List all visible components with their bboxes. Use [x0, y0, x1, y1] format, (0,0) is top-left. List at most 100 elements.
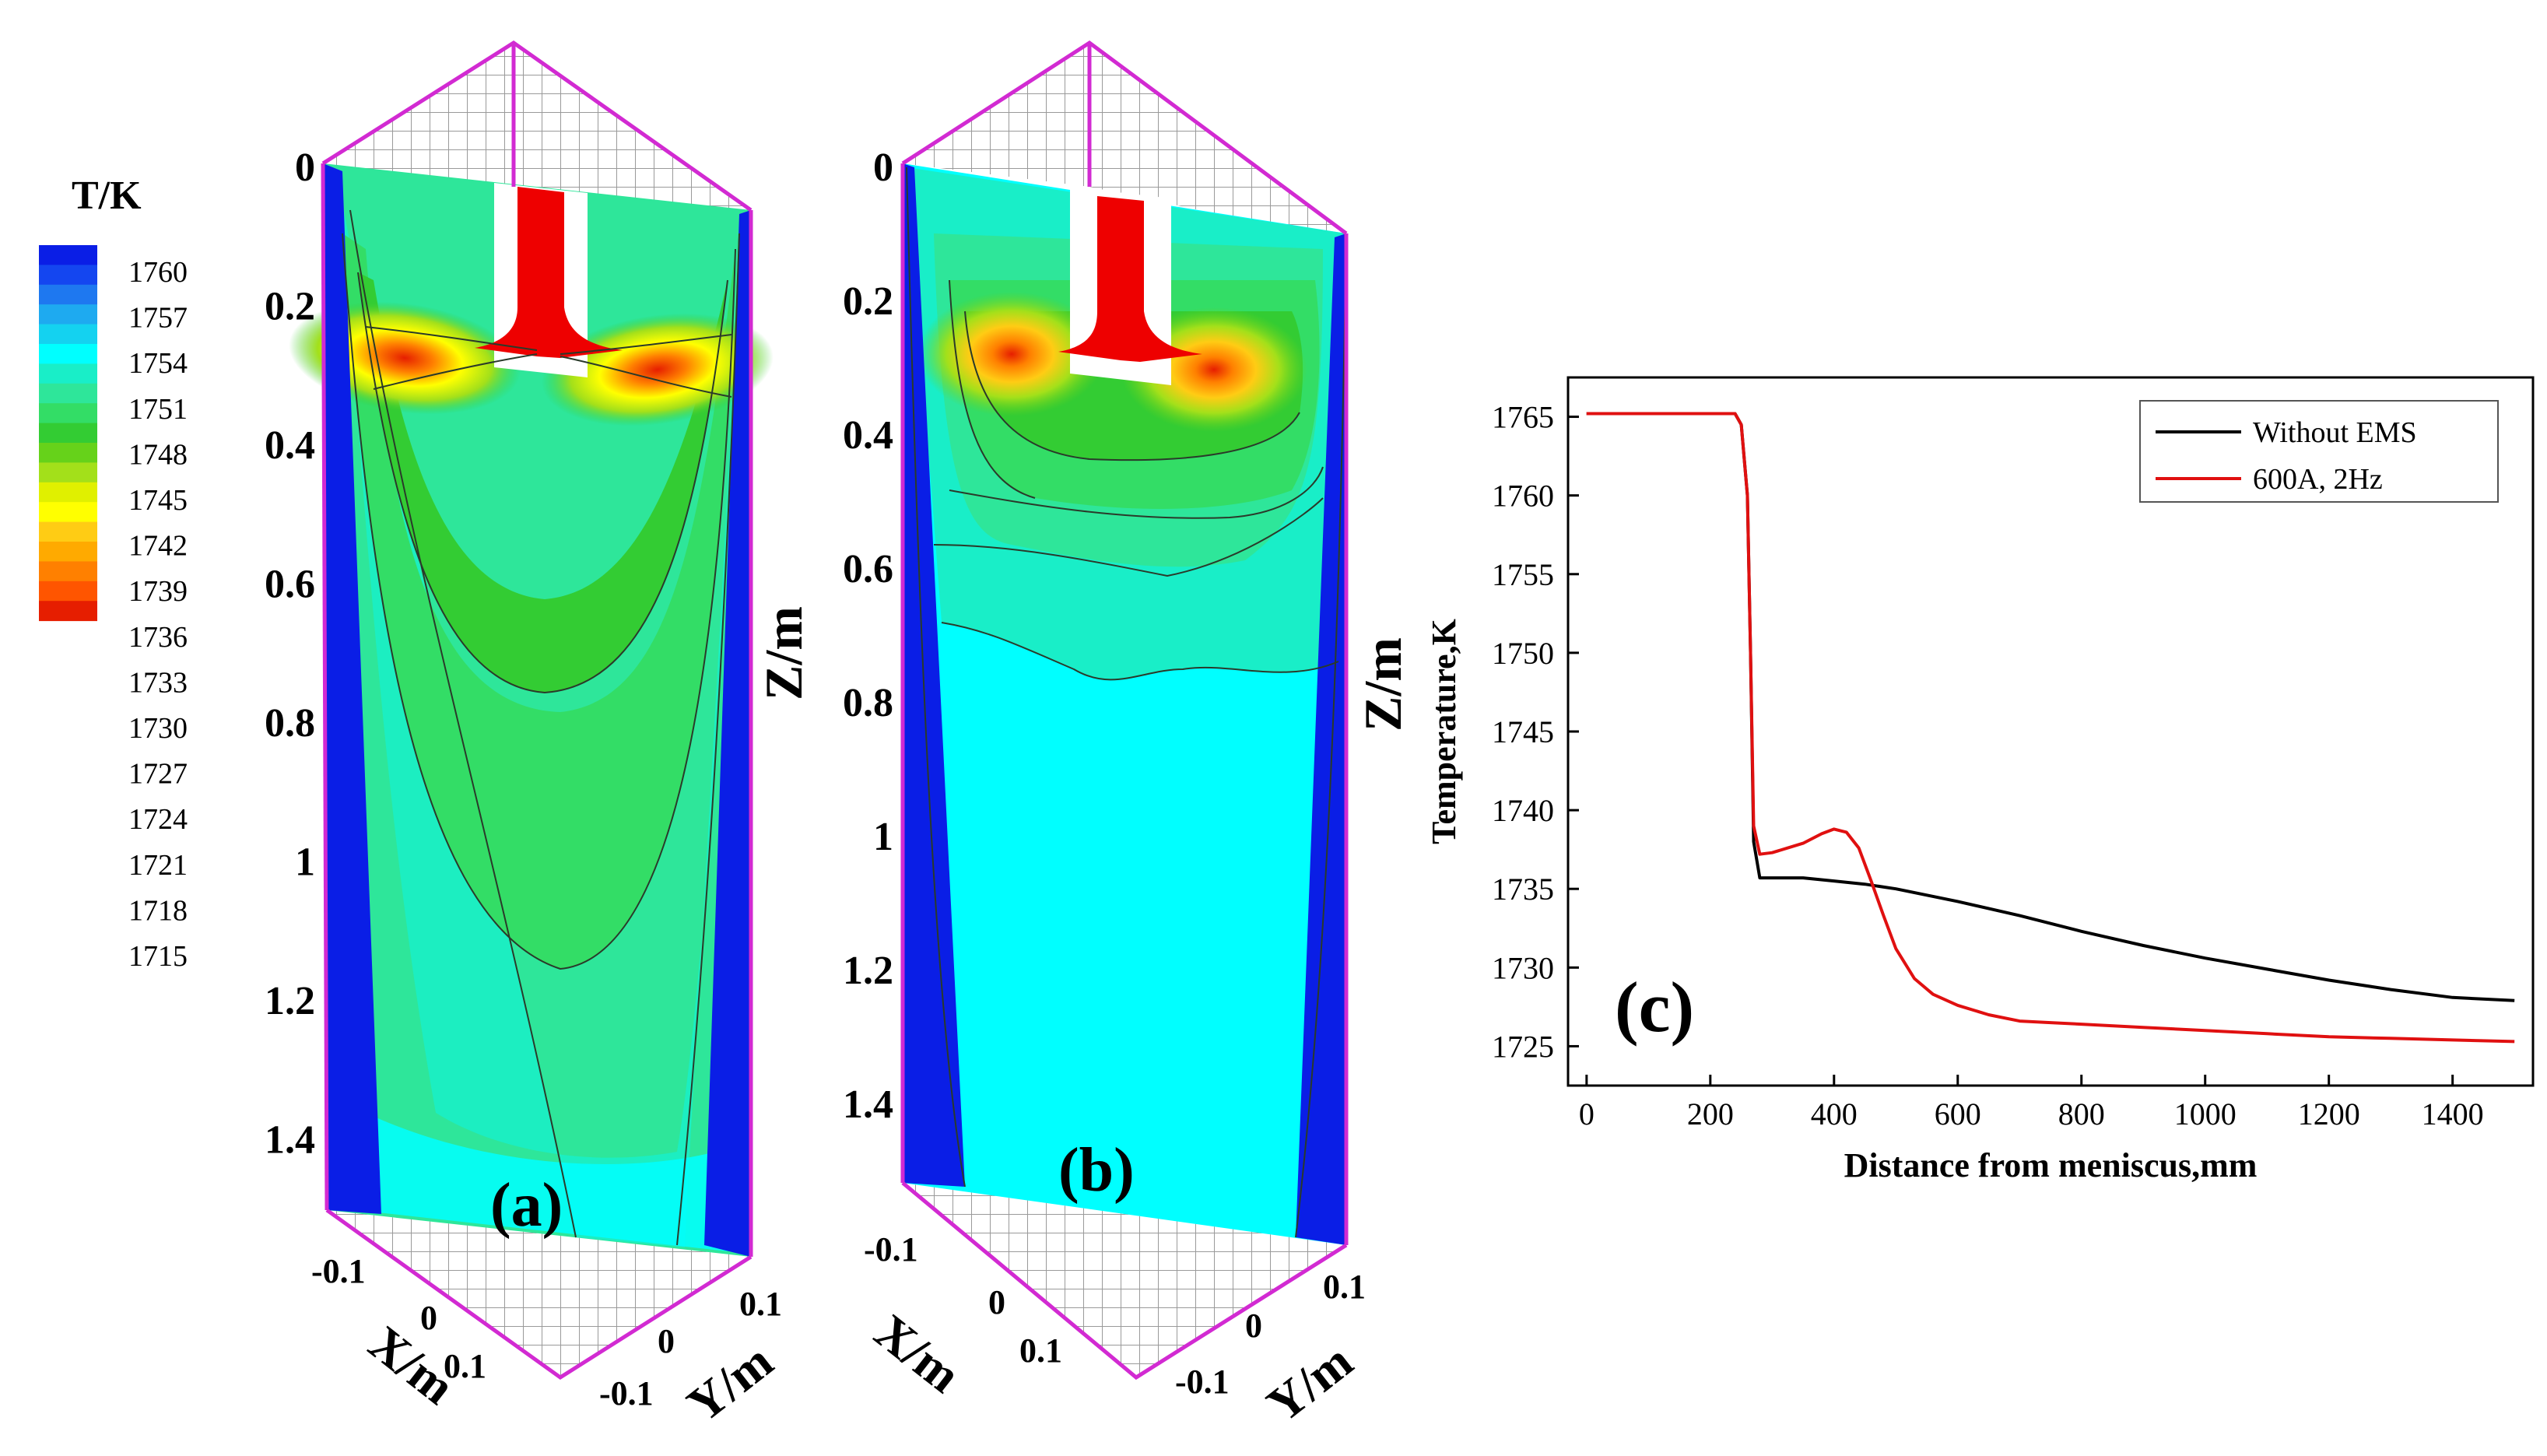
legend-title: T/K: [72, 174, 142, 218]
legend-label: 1742: [128, 530, 188, 563]
panel-b-shell-left: [903, 163, 965, 1187]
panel-a-shell-left: [323, 163, 381, 1214]
legend-label: 1730: [128, 712, 188, 745]
y-tick-label: 1740: [1492, 793, 1554, 828]
panel-a-label: (a): [490, 1171, 563, 1240]
x-tick-label: 1000: [2174, 1096, 2237, 1131]
legend-label: 1739: [128, 575, 188, 608]
panel-a-x-tick-2: 0.1: [444, 1347, 486, 1385]
legend-label: 1733: [128, 666, 188, 699]
panel-c-line-chart: 0 200 400 600 800 1000 1200 1400 1725 1730 1735 174…: [1425, 376, 2535, 1184]
panel-b-top-grid-left: [903, 43, 1089, 187]
legend-label: 1715: [128, 940, 188, 973]
panel-a-nozzle: [475, 187, 623, 358]
chart-legend: Without EMS 600A, 2Hz: [2139, 400, 2499, 503]
panel-a-y-tick-0: 0.1: [739, 1285, 782, 1323]
panel-a-y-title: Y/m: [677, 1333, 783, 1433]
panel-a-y-tick-2: -0.1: [599, 1374, 654, 1412]
panel-b-y-tick-2: -0.1: [1175, 1363, 1230, 1401]
legend-swatch: [39, 383, 97, 404]
panel-b-frame: [900, 40, 1349, 1381]
z-tick-label: 1.4: [265, 1118, 315, 1163]
legend-swatch: [39, 245, 97, 265]
z-tick-label: 0.6: [843, 547, 893, 591]
panel-b-hot-jet-left: [918, 292, 1105, 416]
panel-a-shell-right: [704, 210, 751, 1257]
legend-swatch: [39, 561, 97, 582]
panel-b-y-tick-1: 0: [1245, 1307, 1262, 1345]
legend-label: 1724: [128, 803, 188, 836]
chart-y-label: Temperature,K: [1425, 619, 1463, 844]
z-tick-label: 0.2: [843, 279, 893, 324]
x-tick-label: 200: [1687, 1096, 1734, 1131]
panel-a-y-tick-1: 0: [658, 1322, 675, 1360]
legend-swatch: [39, 403, 97, 424]
panel-a: 00.20.40.60.811.21.4 X/m Y/m -0.1 0 0.1 …: [265, 40, 783, 1433]
x-tick-label: 1400: [2422, 1096, 2484, 1131]
legend-label: 1751: [128, 393, 188, 426]
x-tick-label: 400: [1811, 1096, 1858, 1131]
z-tick-label: 0: [295, 146, 315, 190]
z-tick-label: 1.2: [265, 979, 315, 1023]
series-line-600a-2hz: [1586, 412, 2515, 1044]
chart-panel-label: (c): [1615, 967, 1694, 1047]
panel-a-cool-zone: [342, 202, 739, 1247]
legend-swatch: [39, 462, 97, 483]
chart-x-label: Distance from meniscus,mm: [1844, 1146, 2258, 1184]
panel-b-x-title: X/m: [865, 1303, 970, 1403]
panel-b-z-title: Z/m: [754, 606, 813, 700]
z-tick-label: 1.2: [843, 949, 893, 993]
legend-swatch: [39, 344, 97, 364]
z-tick-label: 0.8: [843, 681, 893, 725]
legend-swatch: [39, 482, 97, 503]
z-tick-label: 0.4: [843, 413, 893, 458]
legend-label: 1727: [128, 758, 188, 791]
legend-swatch: [39, 304, 97, 325]
temperature-legend: T/K 1760 1757 1754 1751 1748 1745 1742 1739 1736…: [39, 174, 188, 973]
panel-b-z-ticks: 0 0.2 0.4 0.6 0.8 1 1.2 1.4: [843, 146, 893, 1127]
legend-swatches: [39, 245, 97, 622]
y-tick-label: 1755: [1492, 557, 1554, 592]
x-tick-label: 600: [1935, 1096, 1981, 1131]
x-tick-label: 1200: [2298, 1096, 2360, 1131]
panel-a-warm-core: [358, 272, 728, 693]
panel-a-x-tick-0: -0.1: [311, 1252, 366, 1290]
y-tick-label: 1735: [1492, 872, 1554, 907]
panel-b-nozzle: [1058, 196, 1202, 362]
panel-b-bottom-grid: [903, 1183, 1346, 1377]
legend-swatch: [39, 601, 97, 622]
legend-label: 1760: [128, 256, 188, 289]
panel-b-x-tick-0: -0.1: [864, 1230, 918, 1268]
y-tick-label: 1765: [1492, 400, 1554, 435]
y-tick-label: 1725: [1492, 1029, 1554, 1064]
panel-b-label: (b): [1058, 1136, 1135, 1205]
z-tick-label: 0: [873, 146, 893, 190]
y-tick-label: 1760: [1492, 479, 1554, 514]
panel-a-z-ticks: 0 0.2 0.4 0.6 0.8 1 1.2 1.4: [265, 146, 315, 1163]
legend-swatch: [39, 363, 97, 384]
y-tick-label: 1750: [1492, 636, 1554, 671]
legend-swatch: [39, 284, 97, 305]
x-tick-label: 0: [1579, 1096, 1595, 1131]
panel-b: 0 0.2 0.4 0.6 0.8 1 1.2 1.4 Z/m Z/m X/m Y/m -0.…: [754, 40, 1412, 1433]
legend-label-600a: 600A, 2Hz: [2253, 463, 2383, 496]
legend-label: 1754: [128, 347, 188, 380]
legend-label: 1736: [128, 621, 188, 654]
legend-swatch: [39, 542, 97, 562]
z-tick-label: 0.2: [265, 285, 315, 329]
panel-b-contours: [906, 167, 1347, 1238]
legend-label: 1721: [128, 849, 188, 882]
x-tick-label: 800: [2058, 1096, 2105, 1131]
panel-a-frame: [321, 40, 753, 1381]
legend-swatch: [39, 265, 97, 286]
legend-label: 1748: [128, 438, 188, 471]
panel-b-x-tick-1: 0: [988, 1283, 1005, 1321]
legend-swatch: [39, 502, 97, 523]
legend-swatch: [39, 521, 97, 542]
panel-b-x-tick-2: 0.1: [1019, 1331, 1062, 1370]
legend-label: 1757: [128, 302, 188, 335]
legend-swatch: [39, 423, 97, 444]
panel-a-bottom-grid: [327, 1210, 751, 1377]
chart-series: [1586, 412, 2515, 1044]
panel-b-shell-right: [1296, 233, 1346, 1245]
